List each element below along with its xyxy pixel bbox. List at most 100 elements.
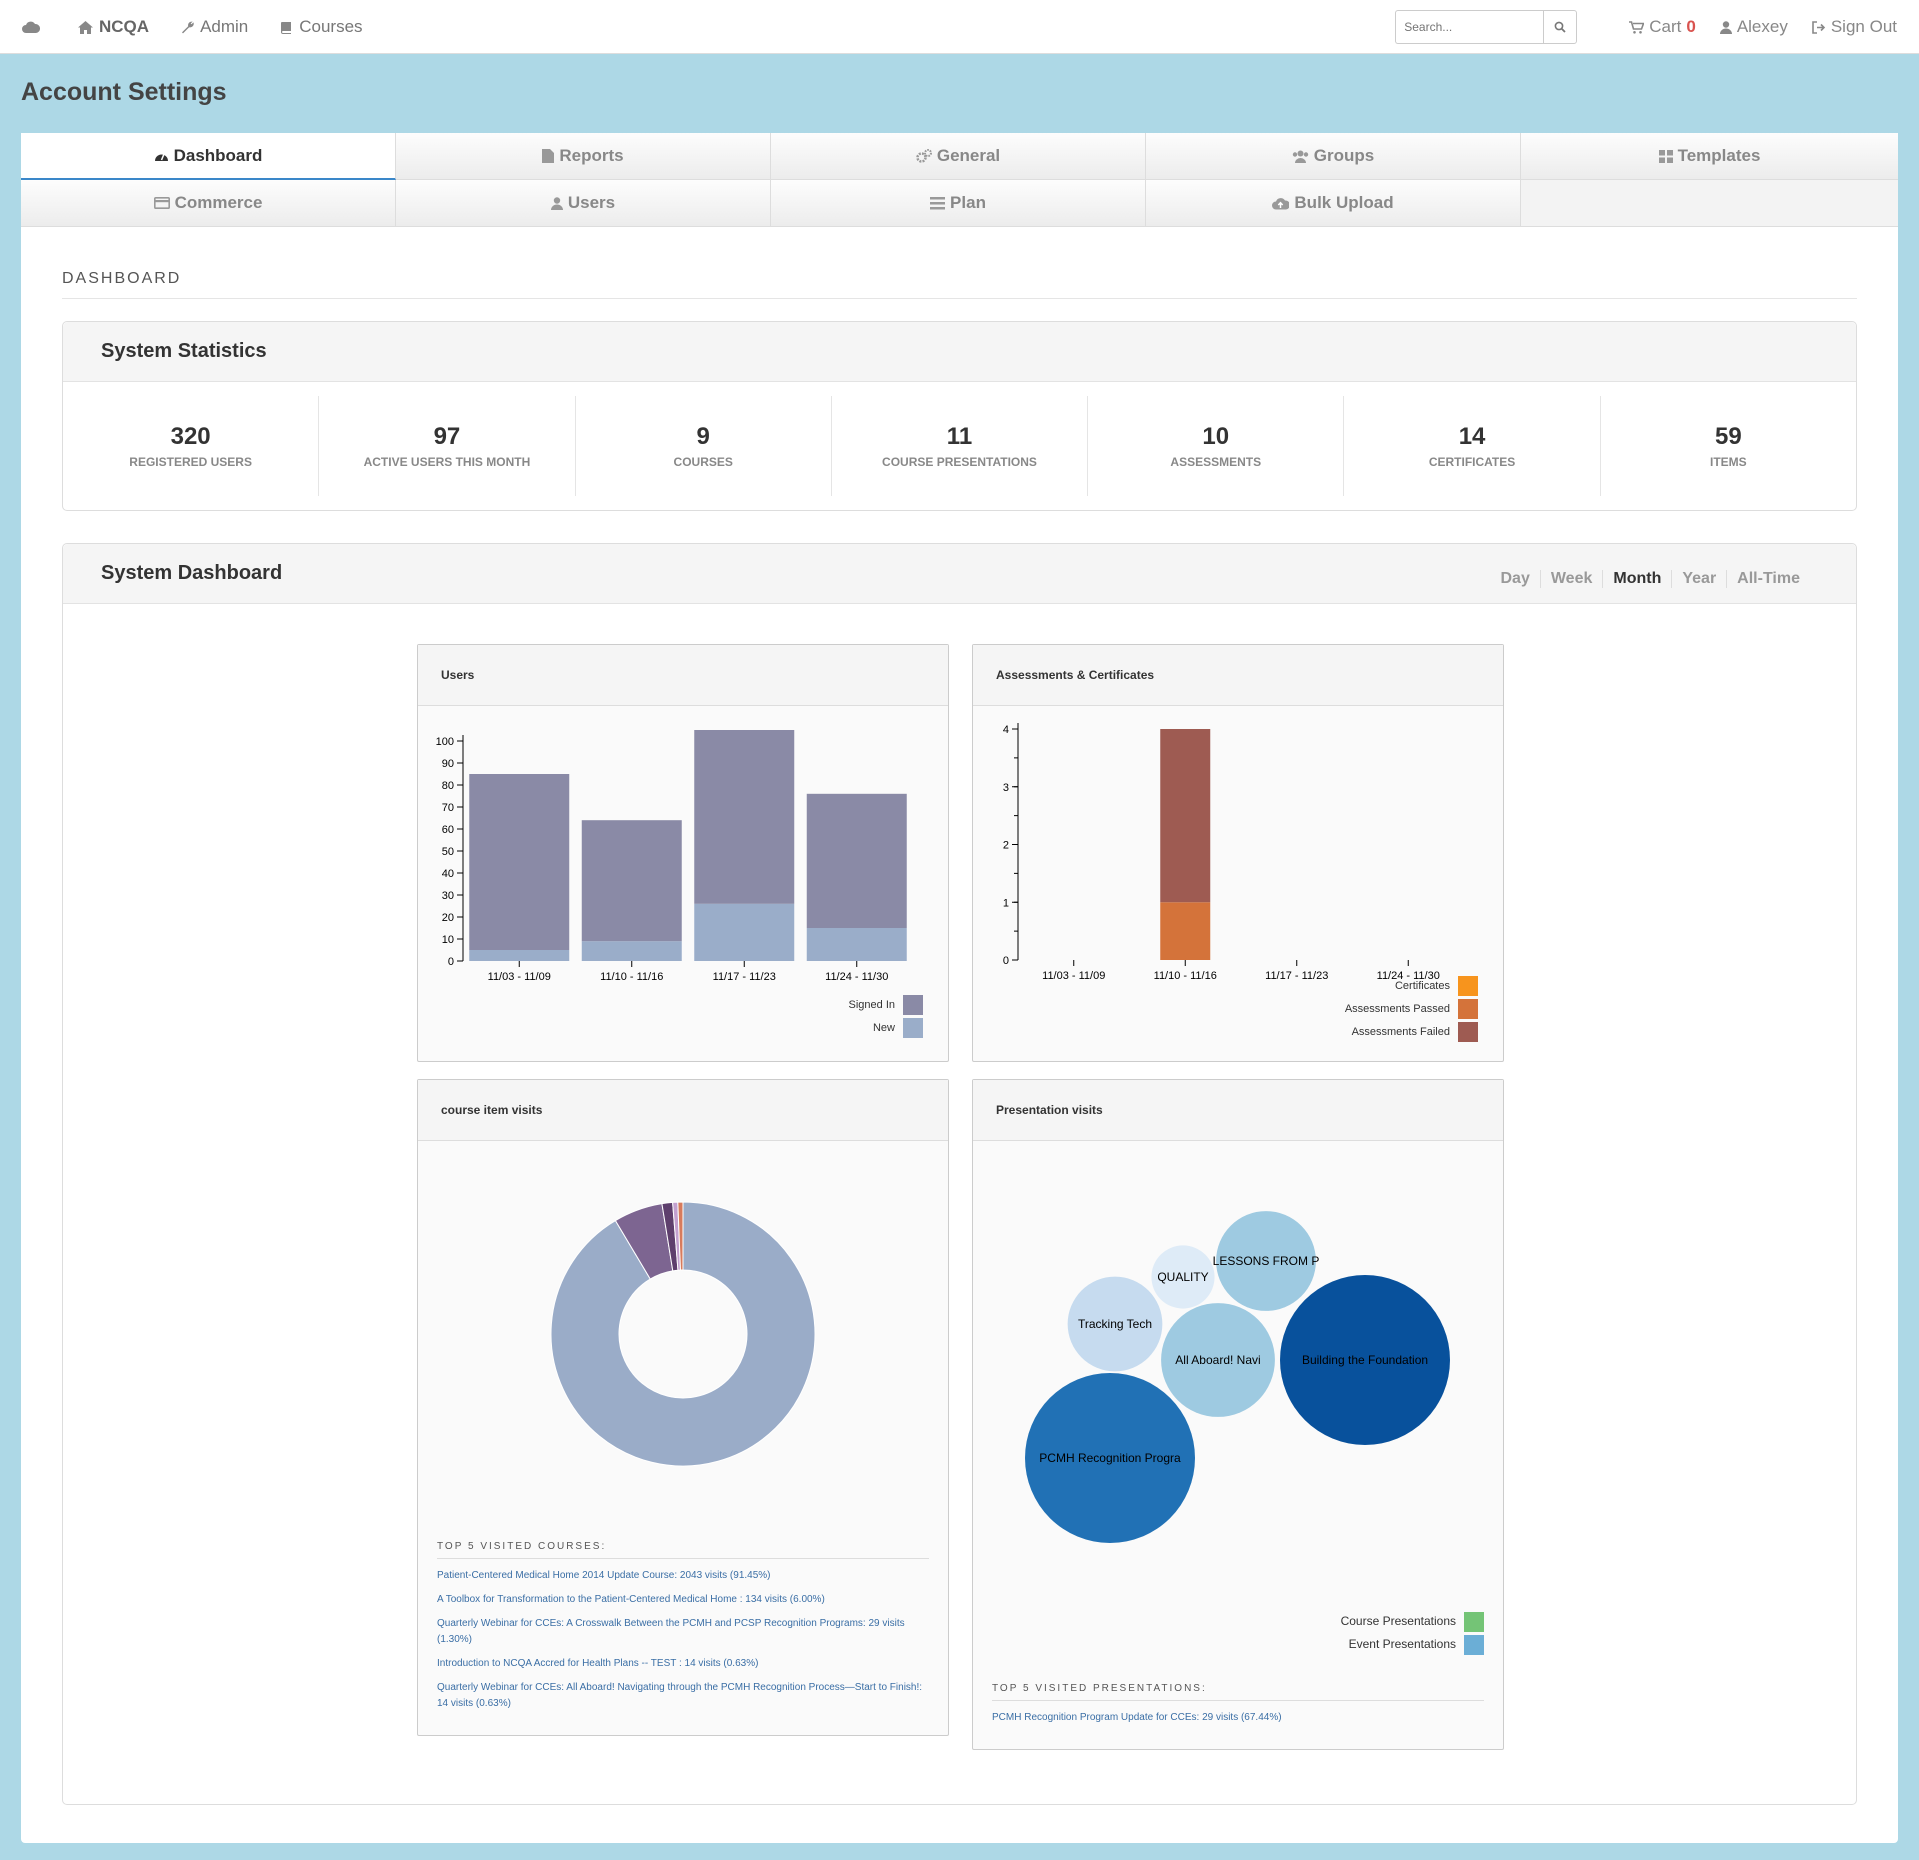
stat-value: 320 xyxy=(170,423,211,450)
search-input[interactable] xyxy=(1395,10,1544,44)
tab-plan[interactable]: Plan xyxy=(771,180,1146,227)
bar-signed-in xyxy=(694,730,795,904)
y-tick-label: 2 xyxy=(1003,840,1009,852)
stat-label: REGISTERED USERS xyxy=(129,455,252,469)
top-course-link[interactable]: Patient-Centered Medical Home 2014 Updat… xyxy=(437,1570,771,1581)
y-tick-label: 10 xyxy=(442,934,454,946)
user-name-label: Alexey xyxy=(1736,17,1788,36)
stat-registered-users: 320 REGISTERED USERS xyxy=(63,396,320,496)
bubble xyxy=(1280,1275,1450,1445)
cart-icon xyxy=(1629,20,1645,34)
bubble-label: LESSONS FROM P xyxy=(1213,1254,1320,1268)
users-icon xyxy=(1292,150,1308,163)
top-presentation-link[interactable]: PCMH Recognition Program Update for CCEs… xyxy=(992,1712,1282,1723)
stat-assessments: 10 ASSESSMENTS xyxy=(1088,396,1345,496)
legend-swatch xyxy=(903,1018,923,1038)
top-navbar: NCQA Admin Courses Cart 0 Alexey xyxy=(0,0,1919,54)
nav-courses-link[interactable]: Courses xyxy=(280,17,363,37)
cart-label: Cart xyxy=(1649,17,1682,36)
bar-signed-in xyxy=(806,793,907,928)
range-year[interactable]: Year xyxy=(1672,570,1728,588)
stat-label: CERTIFICATES xyxy=(1428,455,1516,469)
tab-label: Dashboard xyxy=(173,145,263,165)
admin-label: Admin xyxy=(200,17,249,36)
panel-title: System Dashboard xyxy=(101,562,283,584)
y-tick-label: 4 xyxy=(1003,724,1009,736)
bar-new xyxy=(806,928,907,961)
x-tick-label: 11/03 - 11/09 xyxy=(1042,970,1105,982)
tab-general[interactable]: General xyxy=(771,133,1146,180)
sign-out-icon xyxy=(1812,20,1825,34)
bar-signed-in xyxy=(581,820,682,942)
cart-link[interactable]: Cart 0 xyxy=(1629,17,1696,37)
bubble xyxy=(1216,1211,1316,1311)
bar-assessments-passed xyxy=(1160,902,1211,960)
stat-value: 97 xyxy=(433,423,461,450)
bubble-label: All Aboard! Navi xyxy=(1175,1353,1260,1367)
chart-title: Users xyxy=(418,645,948,706)
book-icon xyxy=(281,21,292,34)
settings-card: Dashboard Reports General Groups Templat… xyxy=(21,133,1898,1843)
bubble xyxy=(1067,1276,1163,1372)
y-tick-label: 100 xyxy=(436,736,454,748)
bubble xyxy=(1161,1303,1275,1417)
range-month[interactable]: Month xyxy=(1603,570,1673,588)
presentation-visits-bubble-chart: PCMH Recognition Progra Building the Foun… xyxy=(1025,1211,1484,1655)
stat-certificates: 14 CERTIFICATES xyxy=(1344,396,1601,496)
brand-label: NCQA xyxy=(99,17,150,36)
file-icon xyxy=(542,149,555,163)
range-day[interactable]: Day xyxy=(1491,570,1541,588)
search-button[interactable] xyxy=(1543,10,1578,44)
legend-label: Signed In xyxy=(849,999,895,1011)
dashboard-heading: DASHBOARD xyxy=(62,270,1857,299)
y-tick-label: 20 xyxy=(442,912,454,924)
course-visits-donut-chart xyxy=(550,1201,816,1467)
stat-value: 11 xyxy=(946,423,973,450)
tab-reports[interactable]: Reports xyxy=(396,133,771,180)
settings-tabs: Dashboard Reports General Groups Templat… xyxy=(21,133,1898,229)
stat-value: 9 xyxy=(696,423,710,450)
sign-out-link[interactable]: Sign Out xyxy=(1812,17,1897,37)
divider xyxy=(437,1558,929,1559)
tab-commerce[interactable]: Commerce xyxy=(21,180,396,227)
tab-bulk-upload[interactable]: Bulk Upload xyxy=(1146,180,1521,227)
top-course-link[interactable]: Introduction to NCQA Accred for Health P… xyxy=(437,1658,759,1669)
cogs-icon xyxy=(916,149,932,163)
assessments-bar-chart: 0 1 2 3 4 11/03 - 11/09 11/10 - 11/16 11/17 - 1… xyxy=(1003,723,1478,1042)
bar-new xyxy=(469,950,570,961)
stat-active-users: 97 ACTIVE USERS THIS MONTH xyxy=(319,396,576,496)
y-tick-label: 90 xyxy=(442,758,454,770)
y-tick-label: 70 xyxy=(442,802,454,814)
search-icon xyxy=(1554,21,1566,33)
stat-value: 59 xyxy=(1714,423,1742,450)
y-tick-label: 1 xyxy=(1003,897,1009,909)
tab-dashboard[interactable]: Dashboard xyxy=(21,133,396,180)
courses-label: Courses xyxy=(299,17,363,36)
chart-title: Assessments & Certificates xyxy=(973,645,1503,706)
tab-templates[interactable]: Templates xyxy=(1521,133,1898,180)
legend-swatch xyxy=(1458,1022,1478,1042)
y-tick-label: 30 xyxy=(442,890,454,902)
stat-label: ACTIVE USERS THIS MONTH xyxy=(363,455,531,469)
system-statistics-panel: System Statistics 320 REGISTERED USERS 97… xyxy=(62,321,1857,511)
top-course-link[interactable]: Quarterly Webinar for CCEs: A Crosswalk … xyxy=(437,1618,905,1645)
stats-row: 320 REGISTERED USERS 97 ACTIVE USERS THIS … xyxy=(63,382,1856,496)
panel-title: System Statistics xyxy=(63,322,1856,382)
tab-groups[interactable]: Groups xyxy=(1146,133,1521,180)
tab-label: Templates xyxy=(1677,146,1761,165)
stat-label: ITEMS xyxy=(1709,455,1747,469)
users-bar-chart: 0 10 20 30 40 50 60 70 80 90 100 11/03 - 11/09 11/10… xyxy=(436,730,923,1038)
top-course-link[interactable]: Quarterly Webinar for CCEs: All Aboard! … xyxy=(437,1682,923,1709)
nav-home-link[interactable]: NCQA xyxy=(78,17,149,37)
legend-label: New xyxy=(873,1022,895,1034)
nav-admin-link[interactable]: Admin xyxy=(181,17,248,37)
legend-label: Assessments Passed xyxy=(1345,1003,1450,1015)
top-course-link[interactable]: A Toolbox for Transformation to the Pati… xyxy=(437,1594,825,1605)
top-presentations-heading: TOP 5 VISITED PRESENTATIONS: xyxy=(992,1683,1207,1694)
range-all-time[interactable]: All-Time xyxy=(1737,570,1800,587)
tab-users[interactable]: Users xyxy=(396,180,771,227)
range-week[interactable]: Week xyxy=(1541,570,1604,588)
cloud-logo-icon[interactable] xyxy=(22,21,46,34)
user-menu-link[interactable]: Alexey xyxy=(1719,17,1788,37)
system-dashboard-panel: System Dashboard Day Week Month Year All… xyxy=(62,543,1857,1805)
